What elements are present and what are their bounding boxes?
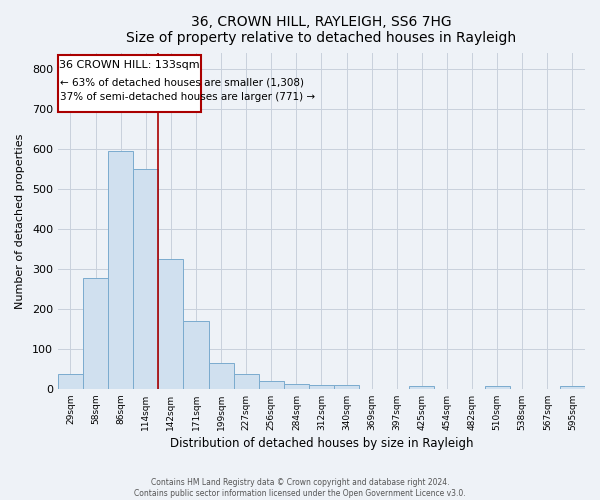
Bar xyxy=(409,386,434,389)
Bar xyxy=(284,384,309,389)
Bar xyxy=(259,381,284,389)
Title: 36, CROWN HILL, RAYLEIGH, SS6 7HG
Size of property relative to detached houses i: 36, CROWN HILL, RAYLEIGH, SS6 7HG Size o… xyxy=(127,15,517,45)
Bar xyxy=(233,374,259,389)
FancyBboxPatch shape xyxy=(58,56,201,112)
Text: 37% of semi-detached houses are larger (771) →: 37% of semi-detached houses are larger (… xyxy=(61,92,316,102)
Text: 36 CROWN HILL: 133sqm: 36 CROWN HILL: 133sqm xyxy=(59,60,200,70)
Bar xyxy=(108,151,133,389)
Y-axis label: Number of detached properties: Number of detached properties xyxy=(15,134,25,309)
Bar xyxy=(560,386,585,389)
Bar xyxy=(334,385,359,389)
Bar xyxy=(133,169,158,389)
Bar xyxy=(184,321,209,389)
X-axis label: Distribution of detached houses by size in Rayleigh: Distribution of detached houses by size … xyxy=(170,437,473,450)
Text: ← 63% of detached houses are smaller (1,308): ← 63% of detached houses are smaller (1,… xyxy=(61,77,304,87)
Bar xyxy=(309,385,334,389)
Bar xyxy=(485,386,510,389)
Bar xyxy=(83,278,108,389)
Bar xyxy=(58,374,83,389)
Bar xyxy=(209,363,233,389)
Bar xyxy=(158,259,184,389)
Text: Contains HM Land Registry data © Crown copyright and database right 2024.
Contai: Contains HM Land Registry data © Crown c… xyxy=(134,478,466,498)
